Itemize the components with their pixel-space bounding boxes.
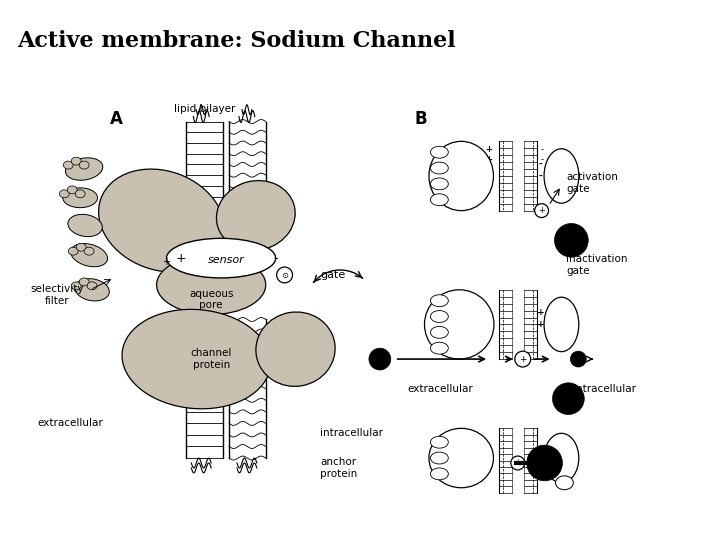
Text: -: -	[487, 320, 491, 329]
Ellipse shape	[256, 312, 335, 386]
Ellipse shape	[431, 162, 449, 174]
Text: +: +	[537, 444, 544, 453]
Text: +: +	[515, 458, 521, 468]
Ellipse shape	[555, 476, 573, 490]
Ellipse shape	[156, 255, 266, 314]
Ellipse shape	[429, 141, 493, 211]
Ellipse shape	[544, 297, 579, 352]
Text: -: -	[274, 252, 278, 265]
Text: -: -	[541, 154, 544, 164]
Ellipse shape	[429, 428, 493, 488]
Text: +: +	[163, 257, 171, 267]
Ellipse shape	[79, 278, 89, 286]
Text: anchor
protein: anchor protein	[320, 457, 358, 479]
Text: +: +	[537, 320, 544, 329]
Ellipse shape	[431, 468, 449, 480]
Text: +: +	[519, 355, 526, 363]
Ellipse shape	[79, 161, 89, 169]
Ellipse shape	[217, 180, 295, 251]
Ellipse shape	[71, 157, 81, 165]
Text: +: +	[485, 160, 492, 168]
Ellipse shape	[431, 295, 449, 307]
Circle shape	[535, 204, 549, 218]
Text: +: +	[538, 206, 545, 215]
Ellipse shape	[431, 326, 449, 338]
Text: extracellular: extracellular	[408, 384, 473, 394]
Ellipse shape	[544, 148, 579, 203]
Text: +: +	[176, 252, 186, 265]
Ellipse shape	[431, 146, 449, 158]
Ellipse shape	[431, 310, 449, 322]
Text: +: +	[485, 172, 492, 180]
Text: Active membrane: Sodium Channel: Active membrane: Sodium Channel	[17, 30, 455, 52]
Circle shape	[570, 351, 586, 367]
Text: -: -	[487, 444, 491, 453]
Ellipse shape	[122, 309, 271, 409]
Text: B: B	[415, 110, 427, 127]
Ellipse shape	[431, 194, 449, 206]
Ellipse shape	[76, 244, 86, 251]
Ellipse shape	[431, 178, 449, 190]
Ellipse shape	[68, 214, 102, 237]
Ellipse shape	[431, 452, 449, 464]
Ellipse shape	[68, 247, 78, 255]
Ellipse shape	[66, 158, 103, 180]
Ellipse shape	[84, 247, 94, 255]
Text: -: -	[541, 145, 544, 154]
Text: +: +	[485, 145, 492, 154]
Text: -: -	[539, 172, 542, 180]
Text: -: -	[487, 456, 491, 465]
Circle shape	[554, 224, 588, 257]
Text: +: +	[485, 154, 492, 164]
Text: intracellular: intracellular	[320, 428, 383, 438]
Ellipse shape	[63, 161, 73, 169]
Text: inactivation
gate: inactivation gate	[567, 254, 628, 276]
Ellipse shape	[87, 282, 97, 290]
Circle shape	[515, 351, 531, 367]
Ellipse shape	[67, 186, 77, 194]
Circle shape	[510, 456, 525, 470]
Text: A: A	[110, 110, 123, 127]
Ellipse shape	[431, 342, 449, 354]
Ellipse shape	[71, 244, 107, 267]
Text: -: -	[487, 308, 491, 317]
Text: -: -	[539, 160, 542, 168]
Ellipse shape	[71, 282, 81, 290]
Text: lipid bilayer: lipid bilayer	[174, 104, 235, 113]
Circle shape	[527, 445, 562, 481]
Text: channel
protein: channel protein	[191, 348, 232, 370]
Text: +: +	[537, 308, 544, 317]
Text: aqueous
pore: aqueous pore	[189, 289, 233, 310]
Ellipse shape	[63, 188, 97, 208]
Text: activation
gate: activation gate	[567, 172, 618, 194]
Ellipse shape	[166, 238, 276, 278]
Circle shape	[369, 348, 391, 370]
Ellipse shape	[59, 190, 69, 198]
Ellipse shape	[75, 190, 85, 198]
Ellipse shape	[75, 279, 109, 301]
Ellipse shape	[99, 169, 225, 272]
Text: gate: gate	[320, 270, 346, 280]
Text: ⊙: ⊙	[281, 272, 288, 280]
Circle shape	[552, 383, 584, 415]
Text: selectivity
filter: selectivity filter	[31, 284, 84, 306]
Text: extracellular: extracellular	[37, 418, 103, 428]
Text: intracellular: intracellular	[573, 384, 636, 394]
Ellipse shape	[431, 436, 449, 448]
Ellipse shape	[544, 433, 579, 483]
Text: +: +	[537, 456, 544, 465]
Text: sensor: sensor	[207, 255, 244, 265]
Ellipse shape	[425, 290, 494, 359]
